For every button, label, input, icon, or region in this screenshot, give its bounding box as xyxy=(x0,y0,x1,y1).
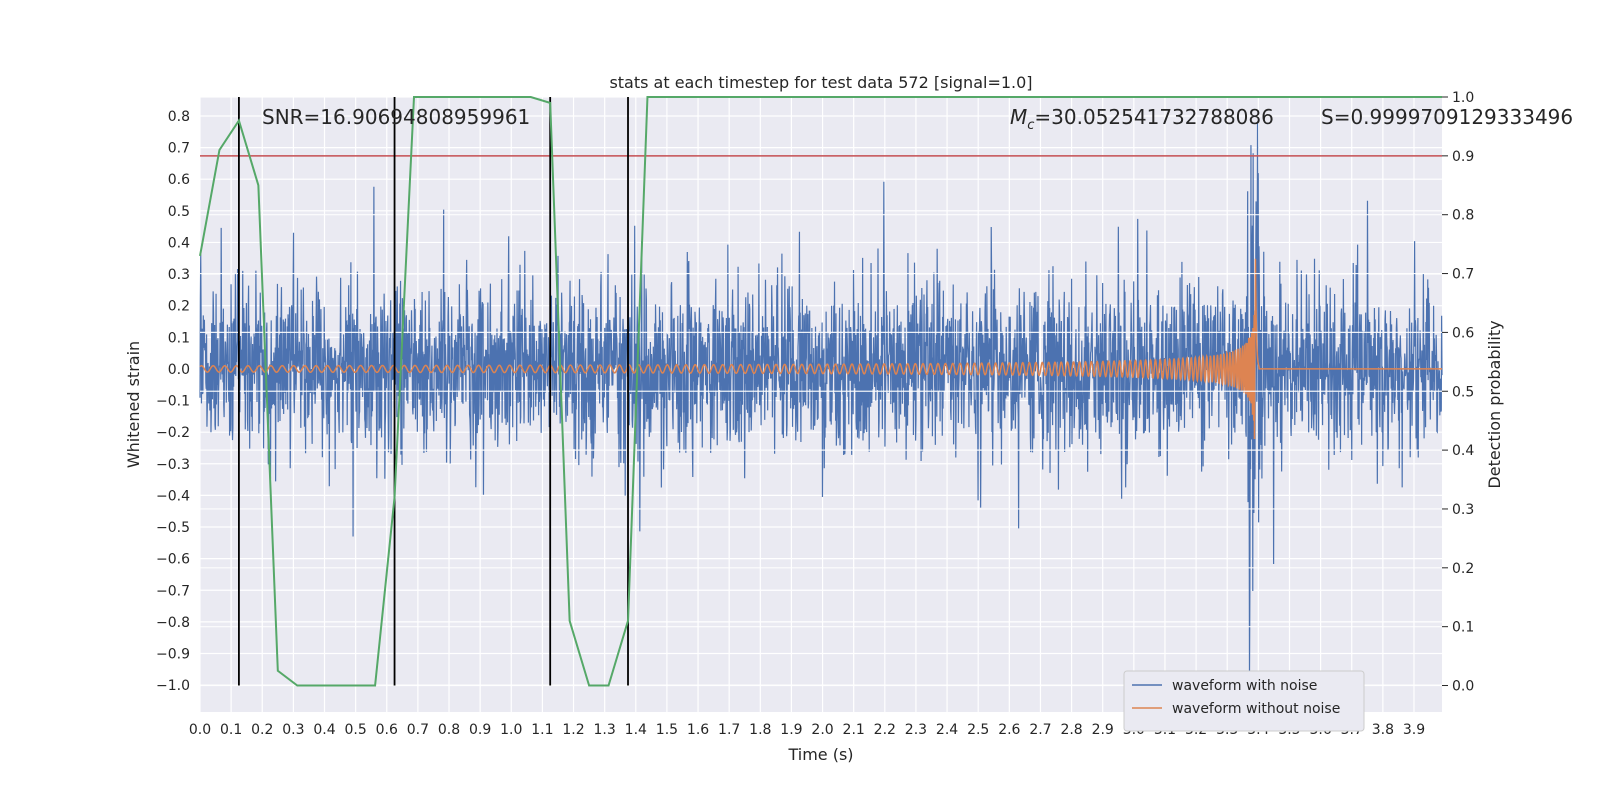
left-y-tick-label: 0.4 xyxy=(168,235,190,251)
x-tick-label: 1.9 xyxy=(780,722,802,738)
series-detection-probability xyxy=(199,96,1442,687)
s-annotation: S=0.9999709129333496 xyxy=(1321,105,1573,129)
x-tick-label: 0.6 xyxy=(376,722,398,738)
x-tick-label: 2.3 xyxy=(905,722,927,738)
right-y-tick-label: 0.2 xyxy=(1452,561,1474,577)
left-y-tick-label: −0.6 xyxy=(156,552,190,568)
left-y-tick-label: −1.0 xyxy=(156,678,190,694)
x-tick-label: 2.0 xyxy=(811,722,833,738)
chirp-mass-subscript: c xyxy=(1027,118,1034,133)
x-tick-label: 2.5 xyxy=(967,722,989,738)
left-y-tick-label: 0.8 xyxy=(168,109,190,125)
x-tick-label: 3.9 xyxy=(1403,722,1425,738)
grid-lines xyxy=(199,97,1442,712)
x-tick-label: 0.7 xyxy=(407,722,429,738)
series-waveform-with-noise xyxy=(199,122,1443,676)
x-tick-label: 1.4 xyxy=(625,722,647,738)
right-y-tick-label: 1.0 xyxy=(1452,90,1474,106)
vertical-marker-lines xyxy=(238,97,629,686)
x-tick-label: 2.6 xyxy=(998,722,1020,738)
x-tick-label: 0.8 xyxy=(438,722,460,738)
x-axis-label: Time (s) xyxy=(787,745,853,764)
legend-label-with-noise: waveform with noise xyxy=(1172,678,1317,694)
waveform-without-noise-line xyxy=(199,258,1442,439)
chirp-mass-value: =30.052541732788086 xyxy=(1034,105,1273,129)
right-y-tick-label: 0.0 xyxy=(1452,679,1474,695)
x-tick-label: 0.3 xyxy=(282,722,304,738)
left-y-tick-label: −0.7 xyxy=(156,583,190,599)
legend: waveform with noise waveform without noi… xyxy=(1123,670,1365,732)
left-y-tick-label: −0.3 xyxy=(156,457,190,473)
x-tick-label: 0.9 xyxy=(469,722,491,738)
x-tick-label: 0.0 xyxy=(189,722,211,738)
left-y-tick-label: 0.2 xyxy=(168,299,190,315)
x-tick-label: 2.4 xyxy=(936,722,958,738)
left-y-tick-label: −0.9 xyxy=(156,647,190,663)
series-waveform-without-noise xyxy=(199,258,1442,439)
left-y-tick-label: 0.3 xyxy=(168,267,190,283)
x-tick-label: 1.5 xyxy=(656,722,678,738)
x-tick-label: 0.4 xyxy=(313,722,335,738)
chirp-mass-symbol: M xyxy=(1010,105,1027,129)
right-y-tick-label: 0.3 xyxy=(1452,502,1474,518)
right-y-tick-label: 0.7 xyxy=(1452,267,1474,283)
snr-annotation: SNR=16.90694808959961 xyxy=(262,105,530,129)
right-y-tick-label: 0.4 xyxy=(1452,443,1474,459)
x-tick-label: 1.1 xyxy=(531,722,553,738)
x-tick-label: 0.1 xyxy=(220,722,242,738)
right-y-tick-label: 0.9 xyxy=(1452,149,1474,165)
x-tick-label: 1.0 xyxy=(500,722,522,738)
left-y-tick-label: −0.8 xyxy=(156,615,190,631)
x-tick-label: 1.6 xyxy=(687,722,709,738)
left-y-tick-label: 0.6 xyxy=(168,172,190,188)
x-tick-label: 1.3 xyxy=(594,722,616,738)
left-y-axis-ticks: 0.8 0.7 0.6 0.5 0.4 0.3 0.2 0.1 0.0 −0.1 −0.2 −0.3 −… xyxy=(156,109,190,694)
x-tick-label: 2.8 xyxy=(1060,722,1082,738)
right-y-axis-ticks: 1.0 0.9 0.8 0.7 0.6 0.5 0.4 0.3 0.2 0.1 0.0 xyxy=(1442,90,1474,695)
right-y-tick-label: 0.1 xyxy=(1452,620,1474,636)
x-tick-label: 2.9 xyxy=(1092,722,1114,738)
x-tick-label: 1.8 xyxy=(749,722,771,738)
x-tick-label: 2.7 xyxy=(1029,722,1051,738)
left-y-tick-label: −0.1 xyxy=(156,394,190,410)
left-y-tick-label: −0.2 xyxy=(156,425,190,441)
left-y-tick-label: −0.5 xyxy=(156,520,190,536)
x-tick-label: 1.2 xyxy=(562,722,584,738)
legend-box xyxy=(1123,670,1365,732)
chirp-mass-annotation: Mc=30.052541732788086 xyxy=(1010,105,1274,133)
left-y-tick-label: 0.5 xyxy=(168,204,190,220)
left-y-tick-label: 0.7 xyxy=(168,141,190,157)
left-y-tick-label: −0.4 xyxy=(156,488,190,504)
right-y-tick-label: 0.8 xyxy=(1452,208,1474,224)
legend-label-without-noise: waveform without noise xyxy=(1172,701,1340,717)
detection-probability-line xyxy=(199,96,1442,687)
x-tick-label: 2.2 xyxy=(874,722,896,738)
x-tick-label: 0.5 xyxy=(345,722,367,738)
x-tick-label: 2.1 xyxy=(843,722,865,738)
right-y-axis-label: Detection probability xyxy=(1485,320,1504,488)
right-y-tick-label: 0.6 xyxy=(1452,325,1474,341)
x-tick-label: 3.8 xyxy=(1372,722,1394,738)
left-y-tick-label: 0.0 xyxy=(168,362,190,378)
right-y-tick-label: 0.5 xyxy=(1452,384,1474,400)
waveform-with-noise-line xyxy=(199,122,1443,676)
left-y-tick-label: 0.1 xyxy=(168,330,190,346)
x-tick-label: 1.7 xyxy=(718,722,740,738)
x-tick-label: 0.2 xyxy=(251,722,273,738)
left-y-axis-label: Whitened strain xyxy=(124,341,143,468)
chart-title: stats at each timestep for test data 572… xyxy=(609,73,1032,92)
